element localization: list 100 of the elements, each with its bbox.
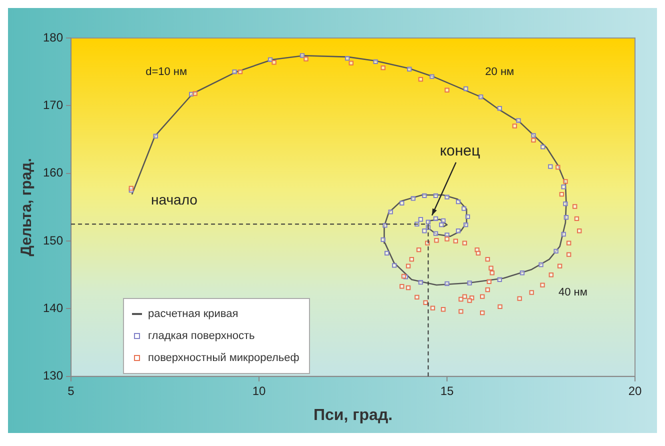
- point: [458, 296, 464, 302]
- point: [561, 232, 566, 237]
- point: [476, 250, 481, 256]
- point: [422, 193, 427, 198]
- legend-label: гладкая поверхность: [148, 330, 255, 342]
- point: [440, 307, 446, 312]
- point: [384, 250, 390, 256]
- point: [486, 279, 492, 284]
- point: [400, 284, 404, 289]
- point: [430, 306, 436, 310]
- point: [153, 134, 158, 138]
- point: [566, 252, 572, 257]
- point: [407, 66, 412, 72]
- point: [531, 133, 536, 138]
- point: [192, 91, 198, 96]
- x-axis-title: Пси, град.: [313, 406, 393, 424]
- point: [490, 270, 494, 276]
- x-tick-label: 5: [68, 384, 75, 398]
- point: [380, 65, 386, 70]
- x-tick-label: 10: [252, 384, 266, 398]
- point: [232, 70, 237, 74]
- point: [409, 256, 414, 262]
- point: [574, 216, 580, 222]
- y-tick-label: 160: [42, 166, 64, 180]
- point: [554, 248, 558, 254]
- point: [444, 88, 450, 92]
- point: [480, 310, 485, 316]
- point: [414, 294, 420, 300]
- point: [463, 86, 468, 92]
- point: [418, 280, 424, 285]
- annotation: конец: [440, 142, 481, 160]
- point: [462, 240, 468, 246]
- point: [434, 238, 439, 243]
- point: [416, 248, 422, 252]
- point: [488, 266, 494, 270]
- point: [463, 222, 468, 228]
- point: [444, 281, 450, 286]
- point: [406, 285, 411, 290]
- point: [563, 179, 568, 184]
- y-tick-label: 170: [42, 98, 64, 112]
- point: [423, 300, 428, 305]
- point: [563, 201, 568, 206]
- point: [540, 144, 546, 150]
- point: [440, 218, 446, 224]
- y-tick-label: 150: [42, 233, 64, 248]
- point: [418, 217, 424, 222]
- point: [439, 222, 444, 228]
- point: [485, 256, 490, 262]
- point: [465, 214, 470, 220]
- point: [498, 304, 502, 310]
- point: [467, 298, 472, 303]
- point: [556, 164, 560, 170]
- point: [531, 138, 536, 143]
- point: [388, 210, 393, 214]
- point: [422, 228, 427, 234]
- point: [561, 184, 566, 190]
- point: [517, 296, 522, 301]
- point: [348, 60, 354, 66]
- point: [444, 236, 450, 242]
- point: [433, 231, 438, 236]
- point: [373, 59, 378, 64]
- point: [406, 264, 411, 268]
- legend-label: поверхностный микрорельеф: [148, 352, 300, 364]
- point: [497, 106, 502, 111]
- point: [238, 70, 243, 74]
- point: [485, 287, 490, 292]
- point: [444, 194, 450, 200]
- point: [400, 200, 404, 206]
- point: [548, 164, 553, 169]
- point: [410, 196, 416, 201]
- point: [433, 216, 438, 222]
- point: [512, 124, 518, 128]
- point: [480, 294, 485, 299]
- point: [462, 294, 468, 299]
- x-tick-label: 15: [440, 384, 454, 398]
- point: [304, 56, 308, 62]
- annotation: начало: [151, 191, 198, 208]
- point: [456, 228, 461, 234]
- point: [433, 193, 438, 198]
- point: [467, 280, 472, 286]
- legend-label: расчетная кривая: [148, 308, 238, 320]
- point: [418, 76, 424, 82]
- point: [345, 56, 350, 61]
- point: [516, 118, 521, 123]
- annotation: 20 нм: [485, 66, 514, 78]
- y-tick-label: 130: [42, 368, 64, 383]
- point: [300, 53, 305, 58]
- y-tick-label: 140: [42, 301, 64, 316]
- point: [456, 199, 461, 204]
- point: [497, 277, 502, 282]
- y-tick-label: 180: [42, 30, 64, 44]
- point: [444, 232, 450, 238]
- point: [430, 74, 434, 79]
- point: [392, 263, 397, 268]
- point: [520, 270, 525, 276]
- point: [474, 248, 480, 252]
- point: [462, 206, 466, 211]
- point: [540, 282, 545, 288]
- annotation: 40 нм: [558, 286, 588, 299]
- point: [559, 192, 564, 197]
